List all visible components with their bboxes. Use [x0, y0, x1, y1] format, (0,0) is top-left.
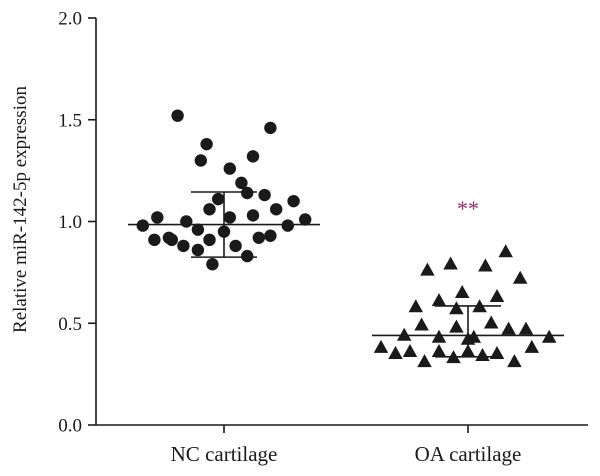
data-point-circle — [191, 243, 205, 257]
data-point-circle — [241, 249, 254, 263]
data-point-triangle — [454, 284, 470, 298]
data-point-circle — [200, 137, 213, 151]
data-point-triangle — [443, 256, 458, 270]
y-tick-label: 2.0 — [58, 9, 82, 30]
data-point-circle — [223, 162, 236, 175]
data-point-triangle — [417, 354, 432, 368]
data-point-triangle — [396, 327, 412, 341]
y-tick-label: 1.0 — [58, 212, 82, 233]
data-point-circle — [203, 233, 216, 247]
data-point-triangle — [498, 244, 513, 258]
data-point-circle — [212, 192, 225, 206]
y-tick-label: 0.5 — [58, 314, 82, 335]
data-point-triangle — [431, 293, 447, 307]
data-point-circle — [281, 219, 294, 232]
data-point-triangle — [475, 348, 490, 362]
significance-label: ** — [457, 196, 479, 221]
x-categories: NC cartilage OA cartilage — [171, 425, 522, 466]
data-point-circle — [148, 233, 161, 247]
data-point-circle — [162, 231, 176, 244]
data-point-triangle — [512, 270, 528, 284]
data-point-triangle — [431, 343, 447, 357]
data-point-triangle — [414, 317, 429, 331]
data-point-circle — [191, 223, 205, 236]
data-point-triangle — [478, 258, 493, 272]
y-axis-title: Relative miR-142-5p expression — [10, 86, 31, 333]
data-point-triangle — [449, 319, 464, 333]
x-category-label: NC cartilage — [171, 442, 278, 466]
data-point-triangle — [483, 315, 499, 329]
data-point-triangle — [507, 354, 522, 368]
data-point-circle — [270, 203, 283, 216]
data-point-circle — [235, 176, 248, 190]
data-point-circle — [264, 121, 277, 135]
data-point-circle — [299, 213, 312, 226]
y-tick-label: 1.5 — [58, 110, 82, 131]
data-point-triangle — [489, 289, 505, 303]
significance-markers: ** — [457, 196, 479, 221]
data-point-circle — [252, 231, 265, 244]
data-point-circle — [246, 209, 260, 222]
data-point-circle — [246, 150, 260, 163]
data-point-circle — [177, 239, 190, 253]
data-point-triangle — [408, 299, 424, 313]
data-point-triangle — [373, 339, 389, 353]
data-point-triangle — [449, 301, 464, 315]
data-point-circle — [241, 186, 254, 200]
data-point-circle — [203, 203, 216, 216]
data-point-triangle — [518, 321, 534, 335]
data-point-triangle — [489, 346, 505, 360]
data-point-circle — [136, 219, 149, 232]
data-point-circle — [180, 215, 193, 228]
y-ticks: 0.0 0.5 1.0 1.5 2.0 — [58, 9, 96, 437]
data-point-circle — [229, 239, 242, 253]
data-point-circle — [171, 109, 184, 122]
data-point-triangle — [388, 346, 403, 360]
mean-sd-bars — [128, 191, 564, 358]
data-point-circle — [258, 188, 271, 202]
data-point-triangle — [420, 262, 435, 276]
data-point-circle — [223, 211, 236, 224]
data-point-circle — [264, 229, 277, 242]
data-point-triangle — [402, 343, 418, 357]
y-tick-label: 0.0 — [58, 416, 82, 437]
data-points — [136, 109, 557, 368]
data-point-circle — [194, 154, 207, 167]
x-category-label: OA cartilage — [415, 442, 522, 466]
data-point-circle — [287, 194, 300, 208]
data-point-circle — [206, 258, 219, 271]
data-point-triangle — [501, 321, 516, 335]
data-point-triangle — [524, 339, 540, 353]
data-point-circle — [151, 211, 164, 224]
